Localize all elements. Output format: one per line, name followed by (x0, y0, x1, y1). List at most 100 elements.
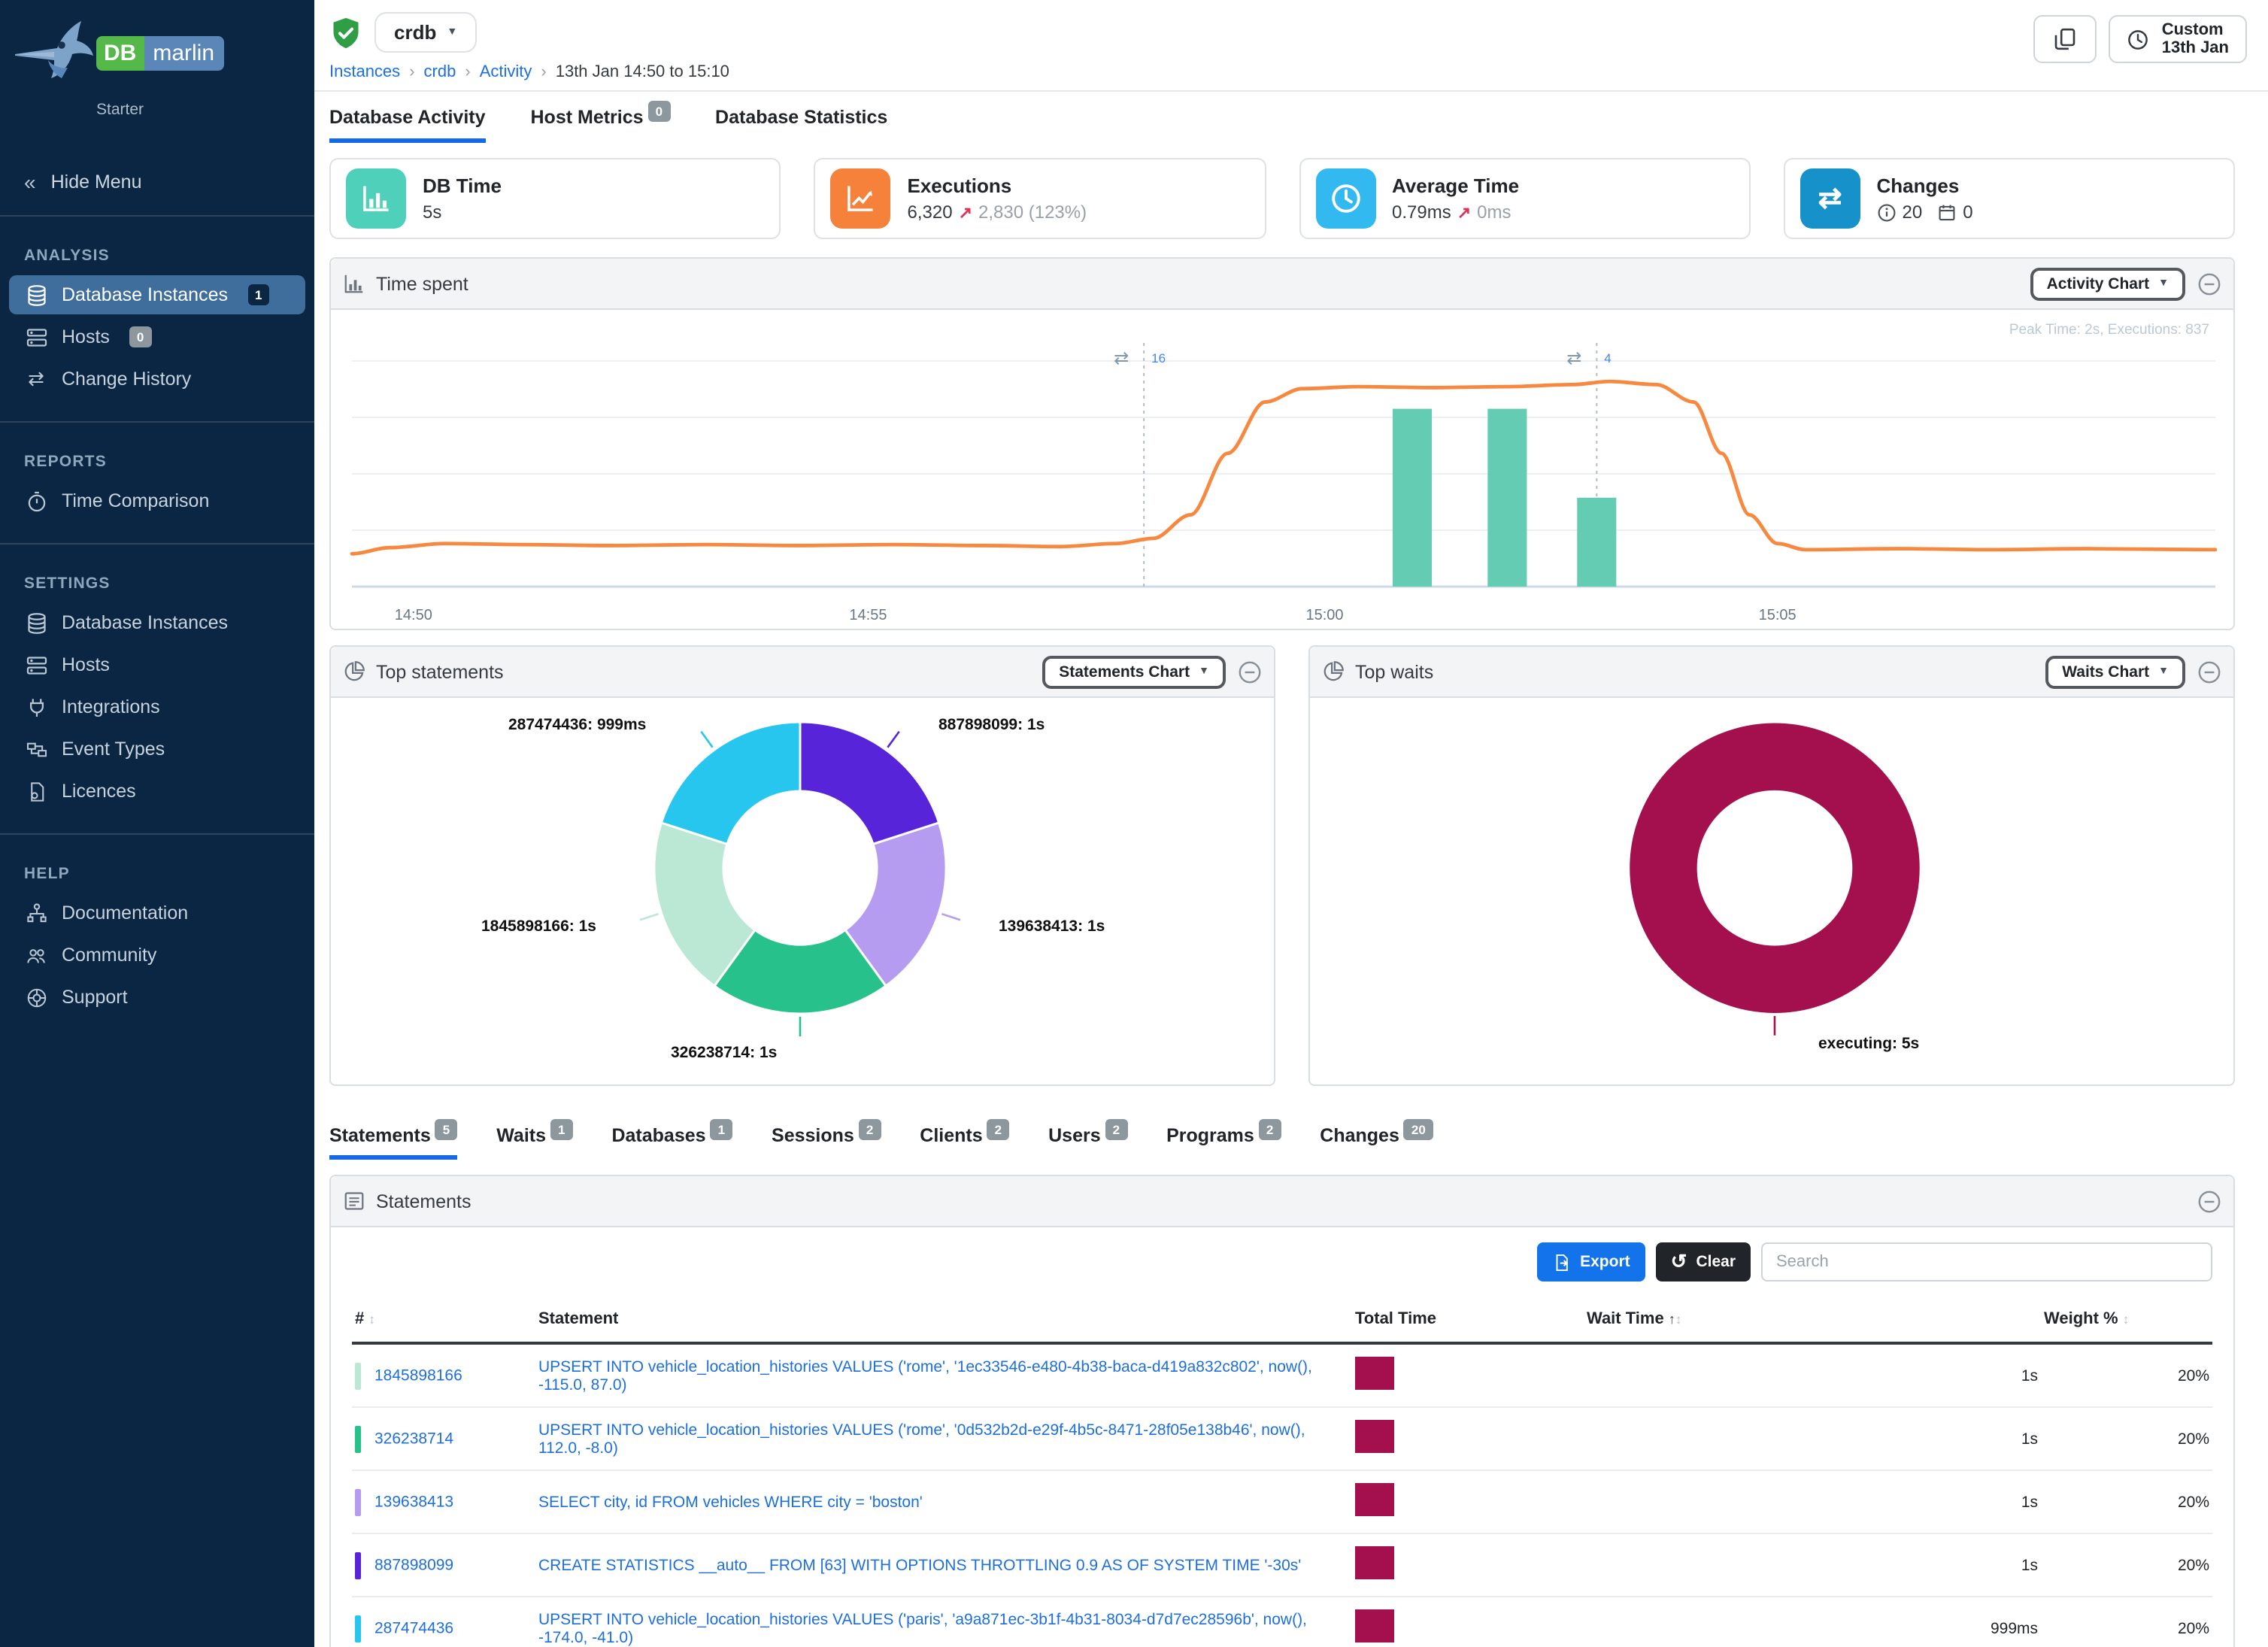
column-header-id[interactable]: # ↕ (352, 1297, 535, 1345)
sidebar-item-support[interactable]: Support (9, 978, 305, 1017)
tab-databases[interactable]: Databases 1 (611, 1119, 733, 1160)
sidebar-item-documentation[interactable]: Documentation (9, 893, 305, 933)
top-statements-header: Top statements Statements Chart ▼ (331, 647, 1274, 698)
time-spent-chart[interactable]: ⇄ 16 ⇄ 4 14:50 14:55 15:00 15:05 (331, 310, 2233, 629)
svg-text:14:50: 14:50 (395, 607, 432, 623)
collapse-panel-icon[interactable] (2197, 271, 2221, 296)
sidebar-item-label: Hosts (62, 654, 110, 675)
table-toolbar: Export ↺ Clear (331, 1227, 2233, 1291)
breadcrumb-activity[interactable]: Activity (479, 63, 532, 81)
sidebar-item-integrations[interactable]: Integrations (9, 687, 305, 726)
sidebar-item-event-types[interactable]: Event Types (9, 729, 305, 769)
hide-menu-button[interactable]: « Hide Menu (0, 158, 314, 206)
sidebar-item-database-instances[interactable]: Database Instances 1 (9, 275, 305, 314)
sort-icon: ↕ (368, 1312, 375, 1327)
page-tabs: Database Activity Host Metrics 0 Database… (314, 92, 2268, 143)
statement-id-link[interactable]: 326238714 (374, 1429, 454, 1448)
statement-id-link[interactable]: 139638413 (374, 1492, 454, 1511)
tab-label: Databases (611, 1125, 706, 1146)
tab-label: Clients (920, 1125, 983, 1146)
clear-button[interactable]: ↺ Clear (1655, 1242, 1751, 1282)
tab-database-activity[interactable]: Database Activity (329, 107, 486, 143)
breadcrumb-separator: › (409, 63, 415, 81)
column-header-statement[interactable]: Statement (535, 1297, 1352, 1345)
brand-logo[interactable]: DB marlin Starter (0, 0, 314, 134)
copy-link-button[interactable] (2033, 15, 2097, 63)
statements-donut-chart[interactable] (331, 698, 1274, 1084)
undo-icon: ↺ (1670, 1250, 1687, 1272)
svg-text:⇄: ⇄ (1114, 348, 1129, 369)
statement-link[interactable]: UPSERT INTO vehicle_location_histories V… (538, 1357, 1312, 1394)
weight-value: 20% (2041, 1533, 2212, 1597)
statement-id-link[interactable]: 887898099 (374, 1555, 454, 1574)
collapse-panel-icon[interactable] (2197, 660, 2221, 684)
breadcrumb-crdb[interactable]: crdb (423, 63, 456, 81)
sidebar-item-settings-hosts[interactable]: Hosts (9, 645, 305, 684)
tab-badge: 20 (1403, 1119, 1433, 1140)
column-header-weight[interactable]: Weight % ↕ (2041, 1297, 2212, 1345)
tab-database-statistics[interactable]: Database Statistics (715, 107, 887, 143)
sidebar-item-hosts[interactable]: Hosts 0 (9, 317, 305, 356)
tab-waits[interactable]: Waits 1 (496, 1119, 573, 1160)
sort-icon: ↕ (1675, 1312, 1682, 1327)
wait-time-value: 1s (1584, 1407, 2041, 1471)
up-arrow-icon: ↗ (958, 204, 972, 222)
sidebar-item-community[interactable]: Community (9, 936, 305, 975)
card-db-time[interactable]: DB Time 5s (329, 158, 781, 239)
time-range-button[interactable]: Custom 13th Jan (2109, 15, 2247, 63)
collapse-panel-icon[interactable] (1238, 660, 1262, 684)
donut-label: 1845898166: 1s (481, 918, 596, 936)
statement-color-chip (355, 1488, 361, 1515)
tab-label: Waits (496, 1125, 546, 1146)
waits-chart-selector[interactable]: Waits Chart ▼ (2045, 655, 2185, 688)
sidebar-item-change-history[interactable]: ⇄ Change History (9, 359, 305, 399)
statement-link[interactable]: SELECT city, id FROM vehicles WHERE city… (538, 1493, 923, 1511)
tab-sessions[interactable]: Sessions 2 (772, 1119, 881, 1160)
marlin-fish-icon (12, 15, 96, 98)
tab-statements[interactable]: Statements 5 (329, 1119, 458, 1160)
tab-label: Sessions (772, 1125, 854, 1146)
sidebar-item-licences[interactable]: Licences (9, 772, 305, 811)
statements-chart-selector[interactable]: Statements Chart ▼ (1042, 655, 1226, 688)
card-executions[interactable]: Executions 6,320 ↗ 2,830 (123%) (814, 158, 1266, 239)
health-shield-icon (329, 16, 362, 49)
tab-users[interactable]: Users 2 (1048, 1119, 1128, 1160)
tab-badge: 2 (987, 1119, 1010, 1140)
statements-donut-body: 887898099: 1s 139638413: 1s 326238714: 1… (331, 698, 1274, 1084)
dbmarlin-logo: DB marlin (96, 36, 224, 71)
search-input[interactable] (1761, 1242, 2212, 1282)
info-circle-icon (1877, 202, 1897, 222)
activity-chart-selector[interactable]: Activity Chart ▼ (2030, 267, 2185, 300)
column-header-wait-time[interactable]: Wait Time ↑↕ (1584, 1297, 2041, 1345)
tab-label: Database Statistics (715, 107, 888, 128)
calendar-icon (1937, 202, 1957, 222)
statement-id-link[interactable]: 287474436 (374, 1618, 454, 1637)
time-spent-chart-body: ⇄ 16 ⇄ 4 14:50 14:55 15:00 15:05 Peak Time: 2s,… (331, 310, 2233, 629)
card-average-time[interactable]: Average Time 0.79ms ↗ 0ms (1299, 158, 1751, 239)
tab-programs[interactable]: Programs 2 (1166, 1119, 1281, 1160)
statement-id-link[interactable]: 1845898166 (374, 1366, 462, 1385)
tab-changes[interactable]: Changes 20 (1320, 1119, 1433, 1160)
breadcrumb-instances[interactable]: Instances (329, 63, 401, 81)
line-chart-icon (830, 168, 891, 229)
instance-selector[interactable]: crdb ▼ (374, 12, 478, 53)
export-label: Export (1580, 1253, 1630, 1271)
collapse-panel-icon[interactable] (2197, 1189, 2221, 1213)
bar-chart-icon (346, 168, 406, 229)
statement-color-chip (355, 1551, 361, 1579)
table-row: 1845898166 UPSERT INTO vehicle_location_… (352, 1343, 2212, 1408)
statement-link[interactable]: UPSERT INTO vehicle_location_histories V… (538, 1610, 1307, 1646)
card-changes[interactable]: ⇄ Changes 20 0 (1783, 158, 2235, 239)
sidebar-item-settings-database-instances[interactable]: Database Instances (9, 603, 305, 642)
sidebar-item-time-comparison[interactable]: Time Comparison (9, 481, 305, 520)
column-header-total-time[interactable]: Total Time (1352, 1297, 1584, 1345)
export-button[interactable]: Export (1536, 1242, 1645, 1282)
waits-donut-chart[interactable] (1310, 698, 2233, 1084)
statement-link[interactable]: UPSERT INTO vehicle_location_histories V… (538, 1421, 1305, 1457)
chart-selector-label: Waits Chart (2062, 663, 2150, 681)
tab-host-metrics[interactable]: Host Metrics 0 (531, 101, 671, 143)
table-row: 887898099 CREATE STATISTICS __auto__ FRO… (352, 1533, 2212, 1597)
sidebar-item-label: Community (62, 945, 157, 966)
tab-clients[interactable]: Clients 2 (920, 1119, 1010, 1160)
statement-link[interactable]: CREATE STATISTICS __auto__ FROM [63] WIT… (538, 1556, 1302, 1574)
